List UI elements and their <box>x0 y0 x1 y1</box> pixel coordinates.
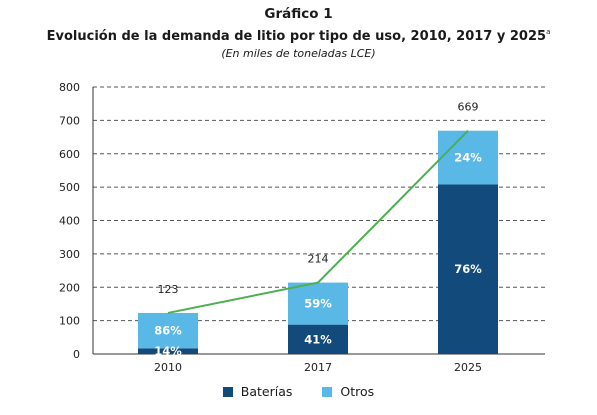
y-tick-label: 200 <box>59 281 80 294</box>
bar-percent-label-baterias: 41% <box>304 332 332 346</box>
bar-percent-label-baterias: 14% <box>154 344 182 358</box>
bar-total-label: 669 <box>458 101 479 114</box>
y-tick-label: 700 <box>59 114 80 127</box>
bar-total-label: 123 <box>158 283 179 296</box>
y-tick-label: 500 <box>59 181 80 194</box>
y-tick-label: 600 <box>59 148 80 161</box>
trend-line <box>167 130 469 314</box>
y-tick-label: 0 <box>73 348 80 361</box>
chart-title: Gráfico 1 <box>264 6 333 22</box>
chart-legend: Baterías Otros <box>0 384 597 399</box>
legend-item-otros: Otros <box>322 384 374 399</box>
x-tick-label: 2010 <box>154 361 182 374</box>
legend-item-baterias: Baterías <box>222 384 293 399</box>
y-tick-label: 300 <box>59 248 80 261</box>
legend-swatch-otros <box>322 386 333 397</box>
bar-percent-label-otros: 86% <box>154 324 182 338</box>
bar-percent-label-otros: 24% <box>454 151 482 165</box>
bar-otros <box>288 282 348 325</box>
legend-label-otros: Otros <box>340 384 375 399</box>
chart-subtitle: Evolución de la demanda de litio por tip… <box>0 23 597 46</box>
bar-total-label: 214 <box>308 253 329 266</box>
chart-subtitle-text: Evolución de la demanda de litio por tip… <box>46 29 547 44</box>
chart-header: Gráfico 1 Evolución de la demanda de lit… <box>0 6 597 62</box>
x-tick-label: 2025 <box>454 361 482 374</box>
bar-otros <box>438 130 498 185</box>
bar-percent-label-otros: 59% <box>304 297 332 311</box>
subtitle-footnote-marker: a <box>546 28 551 36</box>
y-tick-label: 800 <box>59 81 80 94</box>
bar-baterias <box>138 348 198 354</box>
legend-swatch-baterias <box>222 386 233 397</box>
y-tick-label: 100 <box>59 315 80 328</box>
y-tick-label: 400 <box>59 215 80 228</box>
bar-chart: 0 100 200 300 400 500 600 700 800 14% 86% 123 2010 41… <box>59 81 545 374</box>
x-tick-label: 2017 <box>304 361 332 374</box>
bar-percent-label-baterias: 76% <box>454 262 482 276</box>
legend-label-baterias: Baterías <box>240 384 293 399</box>
bar-baterias <box>288 324 348 354</box>
bar-baterias <box>438 184 498 354</box>
chart-units-note: (En miles de toneladas LCE) <box>221 47 376 60</box>
bar-otros <box>138 312 198 349</box>
